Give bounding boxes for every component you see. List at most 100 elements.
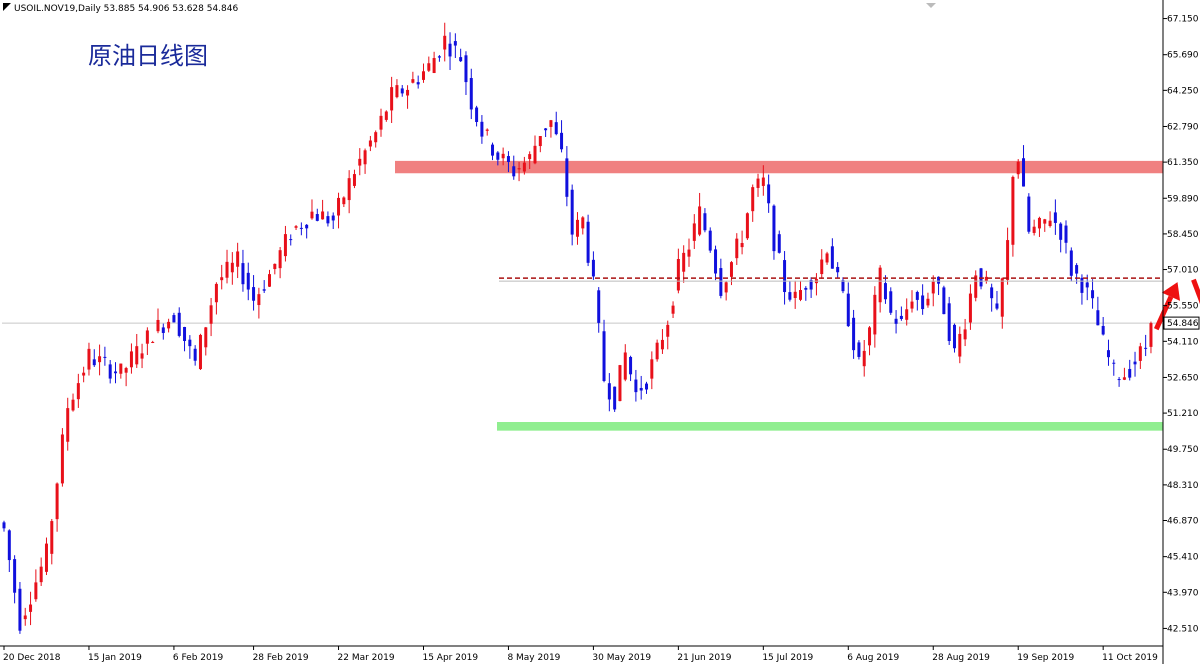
candle-up	[368, 140, 372, 147]
candle-up	[76, 383, 80, 400]
candle-up	[1000, 278, 1004, 317]
candle-up	[687, 249, 691, 257]
y-tick-label: 55.550	[1167, 302, 1199, 312]
current-price-label: 54.846	[1167, 319, 1199, 329]
candle-up	[204, 327, 208, 348]
y-tick-label: 61.350	[1167, 158, 1199, 168]
candle-up	[395, 85, 399, 98]
candle-up	[931, 281, 935, 294]
candle-down	[1064, 225, 1068, 243]
candle-up	[124, 368, 128, 373]
candle-down	[1101, 325, 1105, 335]
candle-down	[719, 268, 723, 296]
x-tick-label: 11 Oct 2019	[1102, 653, 1158, 663]
x-tick-label: 15 Jan 2019	[88, 653, 142, 663]
y-tick-label: 45.410	[1167, 553, 1199, 563]
candle-down	[1080, 277, 1084, 293]
forecast-arrow-up-head	[1161, 282, 1181, 301]
candle-up	[60, 434, 64, 484]
candle-up	[156, 319, 160, 332]
candle-up	[968, 293, 972, 323]
candle-down	[183, 326, 187, 341]
candle-down	[262, 289, 266, 291]
candle-up	[878, 267, 882, 303]
candle-down	[252, 287, 256, 301]
candle-down	[299, 227, 303, 229]
x-tick-label: 15 Jul 2019	[762, 653, 813, 663]
candle-down	[289, 239, 293, 241]
candle-up	[666, 324, 670, 337]
candle-down	[464, 55, 468, 83]
candle-down	[241, 263, 245, 285]
candle-up	[655, 342, 659, 360]
candle-down	[607, 383, 611, 400]
candle-down	[777, 234, 781, 253]
candle-up	[1011, 176, 1015, 245]
candle-up	[87, 348, 91, 370]
candle-down	[1059, 223, 1063, 240]
candle-up	[910, 301, 914, 309]
candle-up	[528, 154, 532, 160]
candle-up	[230, 262, 234, 273]
candle-down	[629, 356, 633, 375]
candle-down	[1128, 368, 1132, 378]
candle-up	[406, 89, 410, 96]
forecast-arrow-shaft	[1191, 278, 1200, 305]
candle-down	[597, 290, 601, 323]
candle-down	[161, 327, 165, 333]
candle-down	[326, 216, 330, 224]
candle-up	[34, 582, 38, 600]
candle-down	[416, 82, 420, 85]
y-tick-label: 59.890	[1167, 194, 1199, 204]
candle-down	[188, 339, 192, 347]
candle-down	[480, 121, 484, 137]
candle-up	[984, 276, 988, 282]
price-axis: 67.150 65.690 64.250 62.790 61.350 59.890 58.4…	[1163, 15, 1200, 634]
candle-up	[1149, 323, 1153, 347]
candle-up	[724, 282, 728, 293]
candle-up	[735, 238, 739, 259]
candle-up	[390, 87, 394, 111]
candle-down	[437, 56, 441, 58]
candle-down	[18, 588, 22, 631]
candle-down	[990, 287, 994, 299]
candle-down	[836, 266, 840, 273]
candle-up	[862, 350, 866, 367]
one-click-trading-arrow-icon[interactable]	[926, 3, 936, 8]
candle-down	[103, 356, 107, 358]
candle-down	[947, 303, 951, 342]
candle-up	[682, 252, 686, 272]
candle-down	[846, 293, 850, 327]
candle-up	[549, 120, 553, 127]
candle-up	[421, 71, 425, 80]
candle-up	[485, 129, 489, 131]
candle-up	[273, 263, 277, 270]
candle-down	[496, 152, 500, 160]
candle-up	[342, 197, 346, 205]
x-tick-label: 8 May 2019	[507, 653, 560, 663]
candle-down	[921, 295, 925, 310]
candle-up	[379, 115, 383, 130]
candle-up	[29, 604, 33, 612]
candle-up	[740, 243, 744, 248]
candle-down	[995, 303, 999, 309]
forecast-arrow-shaft	[1153, 295, 1174, 331]
candle-down	[1106, 350, 1110, 358]
candle-up	[729, 262, 733, 277]
candle-up	[692, 223, 696, 241]
candle-up	[151, 341, 155, 343]
candle-down	[459, 57, 463, 62]
candle-up	[98, 356, 102, 363]
candle-down	[177, 312, 181, 336]
resistance-zone	[395, 160, 1163, 174]
candle-up	[799, 290, 802, 300]
candle-up	[257, 294, 261, 306]
candle-up	[358, 158, 362, 166]
y-tick-label: 42.510	[1167, 624, 1199, 634]
y-tick-label: 58.450	[1167, 230, 1199, 240]
candle-up	[374, 132, 378, 143]
candle-down	[889, 291, 893, 313]
candle-down	[544, 128, 548, 131]
candle-down	[400, 88, 404, 94]
candle-up	[575, 219, 579, 237]
